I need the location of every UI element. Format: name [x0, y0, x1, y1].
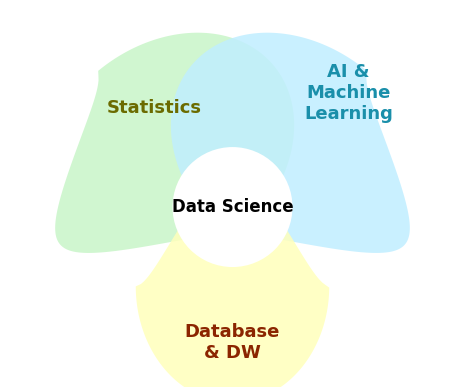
Text: AI &
Machine
Learning: AI & Machine Learning — [304, 63, 393, 123]
Polygon shape — [136, 170, 329, 387]
Polygon shape — [171, 33, 410, 253]
Text: Statistics: Statistics — [107, 99, 202, 117]
Polygon shape — [55, 33, 294, 253]
Text: Database
& DW: Database & DW — [185, 323, 280, 362]
Circle shape — [173, 147, 292, 267]
Text: Data Science: Data Science — [172, 198, 293, 216]
